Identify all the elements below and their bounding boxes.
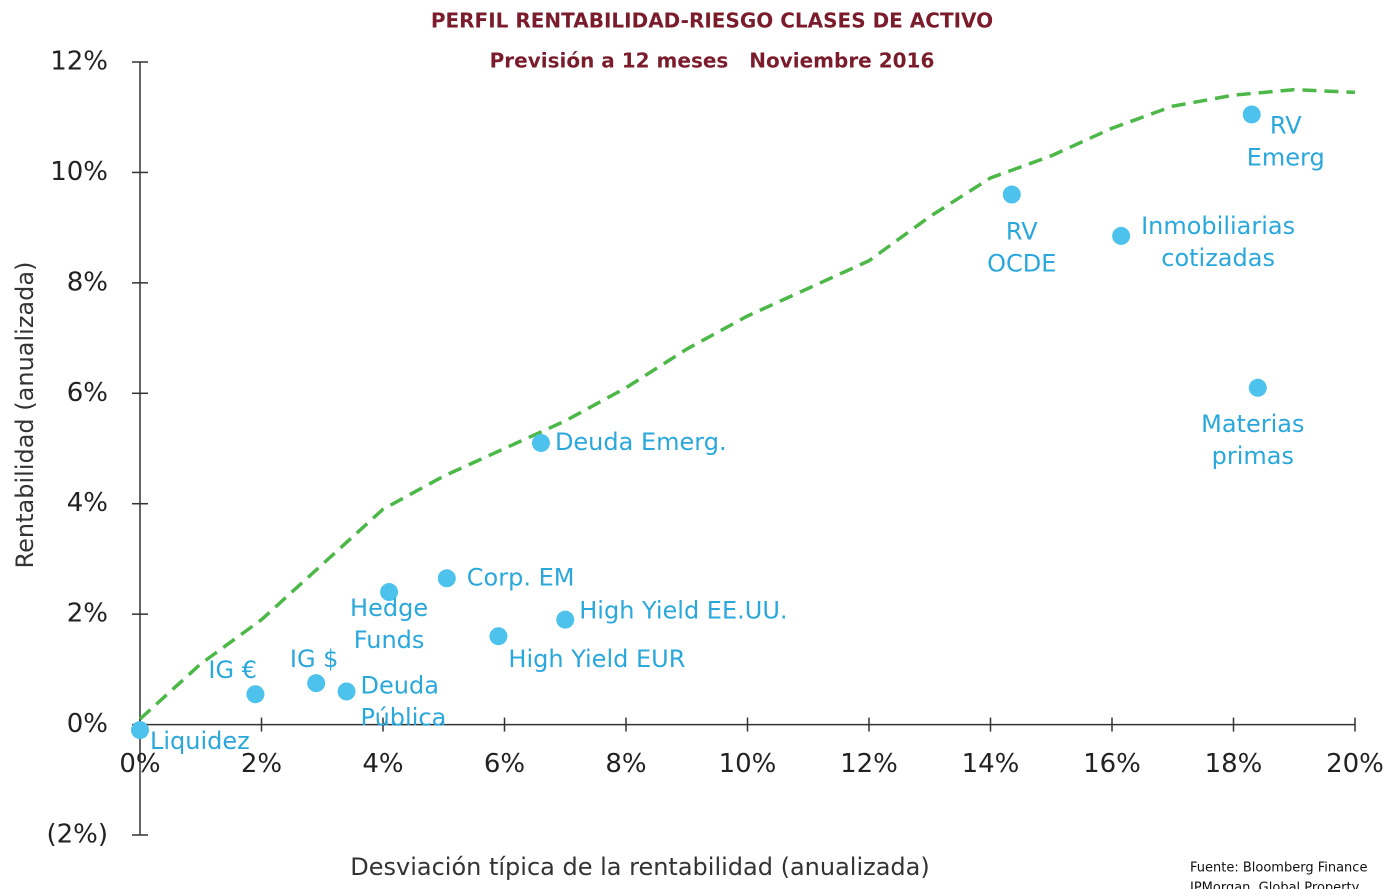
x-tick-label: 16% [1083, 749, 1141, 779]
point [380, 583, 399, 602]
x-tick-label: 20% [1326, 749, 1384, 779]
point-label: Hedge [350, 594, 428, 622]
point [1242, 105, 1261, 124]
y-tick-label: 8% [67, 267, 108, 297]
point [531, 433, 550, 452]
x-tick-label: 18% [1205, 749, 1263, 779]
chart-subtitle: Previsión a 12 meses Noviembre 2016 [490, 49, 935, 73]
point-label: cotizadas [1161, 244, 1275, 272]
y-tick-label: 0% [67, 709, 108, 739]
point [1002, 185, 1021, 204]
x-tick-label: 12% [840, 749, 898, 779]
y-tick-label: 12% [50, 47, 108, 77]
x-tick-label: 6% [484, 749, 525, 779]
point-label: IG € [208, 656, 257, 684]
point-label: OCDE [987, 250, 1056, 278]
point-label: Emerg [1247, 143, 1325, 171]
x-tick-label: 14% [962, 749, 1020, 779]
point [1248, 378, 1267, 397]
point-label: Deuda [361, 671, 439, 699]
x-tick-label: 0% [119, 749, 160, 779]
point [1112, 226, 1131, 245]
y-tick-label: 4% [67, 488, 108, 518]
x-tick-label: 4% [362, 749, 403, 779]
point-label: Liquidez [150, 727, 250, 755]
point [437, 569, 456, 588]
y-tick-label: 6% [67, 378, 108, 408]
frontier-line [138, 87, 1356, 721]
point-label: Funds [354, 626, 425, 654]
point-label: Deuda Emerg. [555, 428, 727, 456]
source: JPMorgan, Global Property [1189, 881, 1360, 889]
point [307, 674, 326, 693]
point [489, 627, 508, 646]
x-tick-label: 10% [719, 749, 777, 779]
chart-title: PERFIL RENTABILIDAD-RIESGO CLASES DE ACT… [431, 9, 993, 33]
point [131, 721, 149, 740]
y-axis-title: Rentabilidad (anualizada) [11, 262, 39, 569]
point-label: Inmobiliarias [1141, 212, 1295, 240]
x-tick-label: 2% [241, 749, 282, 779]
source: Fuente: Bloomberg Finance [1190, 861, 1367, 876]
point-label: RV [1006, 218, 1038, 246]
point-label: Materias [1201, 410, 1304, 438]
point [337, 682, 356, 701]
point-label: Pública [361, 703, 447, 731]
y-tick-label: 10% [50, 157, 108, 187]
x-axis-title: Desviación típica de la rentabilidad (an… [350, 853, 929, 881]
point-label: primas [1212, 442, 1294, 470]
y-tick-label: 2% [67, 599, 108, 629]
point [556, 610, 575, 629]
point-label: Corp. EM [467, 563, 575, 591]
point-label: High Yield EUR [508, 645, 685, 673]
x-tick-label: 8% [605, 749, 646, 779]
y-tick-label: (2%) [46, 820, 108, 850]
point-label: High Yield EE.UU. [579, 597, 787, 625]
point-label: RV [1270, 111, 1302, 139]
point [246, 685, 265, 704]
point-label: IG $ [290, 645, 339, 673]
